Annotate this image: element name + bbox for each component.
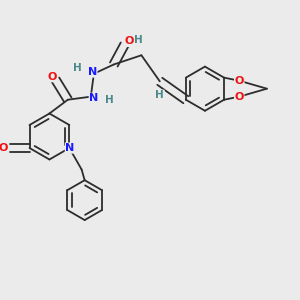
- Text: H: H: [134, 35, 143, 45]
- Text: N: N: [89, 93, 98, 103]
- Text: N: N: [65, 143, 75, 153]
- Text: O: O: [48, 72, 57, 82]
- Text: O: O: [235, 76, 244, 86]
- Text: O: O: [235, 92, 244, 102]
- Text: N: N: [88, 67, 97, 77]
- Text: O: O: [0, 143, 8, 153]
- Text: H: H: [105, 95, 114, 105]
- Text: H: H: [155, 90, 164, 100]
- Text: O: O: [124, 37, 134, 46]
- Text: H: H: [73, 62, 81, 73]
